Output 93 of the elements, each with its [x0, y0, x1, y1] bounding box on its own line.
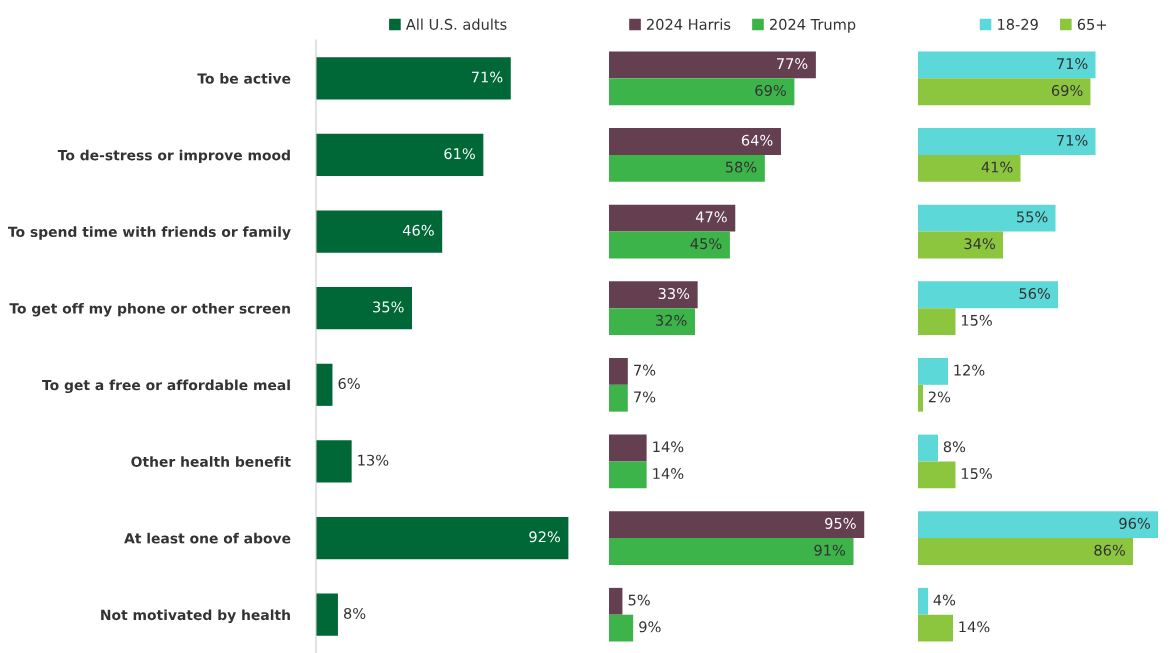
data-label: 56%: [1019, 287, 1050, 300]
data-label: 6%: [338, 378, 360, 390]
bar: [918, 308, 956, 336]
data-label: 7%: [634, 364, 656, 376]
bar: [609, 511, 865, 539]
bar: [316, 516, 569, 560]
data-label: 55%: [1017, 211, 1048, 223]
bar: [316, 57, 511, 100]
data-label: 96%: [1119, 517, 1150, 529]
bar: [609, 461, 647, 489]
bar: [609, 538, 854, 565]
data-label: 15%: [961, 468, 992, 480]
bar: [316, 133, 484, 177]
bar: [918, 434, 938, 462]
y-tick-label: To get a free or affordable meal: [42, 379, 290, 394]
bar: [918, 128, 1096, 155]
data-label: 13%: [358, 454, 389, 466]
bar: [609, 357, 628, 385]
data-label: 86%: [1094, 544, 1125, 556]
bar: [609, 587, 623, 615]
bar: [918, 204, 1056, 232]
bar: [918, 538, 1133, 565]
data-label: 8%: [943, 441, 966, 453]
bar: [918, 614, 953, 642]
legend-label: 2024 Harris: [647, 18, 731, 30]
y-tick-label: To spend time with friends or family: [7, 226, 291, 240]
data-label: 95%: [825, 517, 856, 529]
data-label: 9%: [639, 621, 661, 633]
data-label: 4%: [933, 594, 956, 606]
y-tick-label: At least one of above: [124, 532, 291, 544]
data-label: 12%: [954, 364, 985, 376]
data-label: 45%: [690, 238, 722, 250]
data-label: 71%: [471, 71, 503, 83]
y-tick-label: To de-stress or improve mood: [57, 149, 290, 164]
data-label: 14%: [959, 621, 990, 633]
data-label: 47%: [695, 211, 727, 223]
data-label: 35%: [373, 301, 404, 313]
data-label: 15%: [961, 314, 992, 326]
bar: [609, 51, 816, 79]
y-tick-label: Other health benefit: [131, 456, 291, 467]
bar: [316, 440, 352, 483]
data-label: 71%: [1057, 134, 1088, 146]
bar: [918, 231, 1003, 259]
bar: [918, 281, 1058, 309]
bar: [316, 363, 333, 406]
bar: [918, 154, 1021, 182]
data-label: 91%: [814, 544, 846, 556]
bar: [609, 308, 695, 336]
data-label: 34%: [964, 238, 995, 250]
bar: [609, 434, 647, 462]
data-label: 69%: [755, 84, 786, 96]
bar: [918, 357, 948, 385]
bar: [918, 587, 928, 615]
bar: [609, 204, 736, 232]
data-label: 71%: [1057, 58, 1088, 70]
bar: [609, 128, 781, 155]
bar: [609, 78, 795, 106]
bar: [316, 287, 413, 330]
data-label: 46%: [402, 224, 434, 236]
bar: [918, 384, 923, 412]
data-label: 32%: [656, 314, 687, 326]
data-label: 64%: [741, 134, 773, 146]
legend-label: All U.S. adults: [405, 18, 507, 30]
y-tick-label: To get off my phone or other screen: [9, 302, 290, 317]
data-label: 69%: [1051, 84, 1083, 96]
bar: [918, 461, 956, 489]
bar: [609, 154, 765, 182]
bar: [609, 281, 698, 309]
bar: [609, 231, 730, 259]
data-label: 14%: [653, 468, 684, 480]
bar: [918, 511, 1158, 539]
legend-label: 65+: [1077, 18, 1107, 30]
data-label: 61%: [444, 148, 475, 160]
data-label: 8%: [343, 607, 366, 619]
data-label: 58%: [725, 161, 757, 173]
data-label: 14%: [653, 441, 684, 453]
bar: [316, 210, 443, 253]
data-label: 7%: [634, 391, 656, 403]
data-label: 5%: [628, 594, 650, 606]
bar: [918, 78, 1091, 106]
y-tick-label: To be active: [197, 73, 291, 84]
bar: [609, 384, 628, 412]
bar: [918, 51, 1096, 79]
y-tick-label: Not motivated by health: [101, 609, 290, 623]
data-label: 41%: [981, 161, 1013, 173]
data-label: 2%: [928, 391, 951, 403]
bar: [316, 593, 338, 636]
bar: [609, 614, 634, 642]
data-label: 33%: [658, 287, 690, 300]
data-label: 77%: [777, 58, 808, 70]
data-label: 92%: [529, 531, 560, 543]
legend-label: 2024 Trump: [769, 18, 856, 33]
legend-label: 18-29: [998, 18, 1038, 30]
